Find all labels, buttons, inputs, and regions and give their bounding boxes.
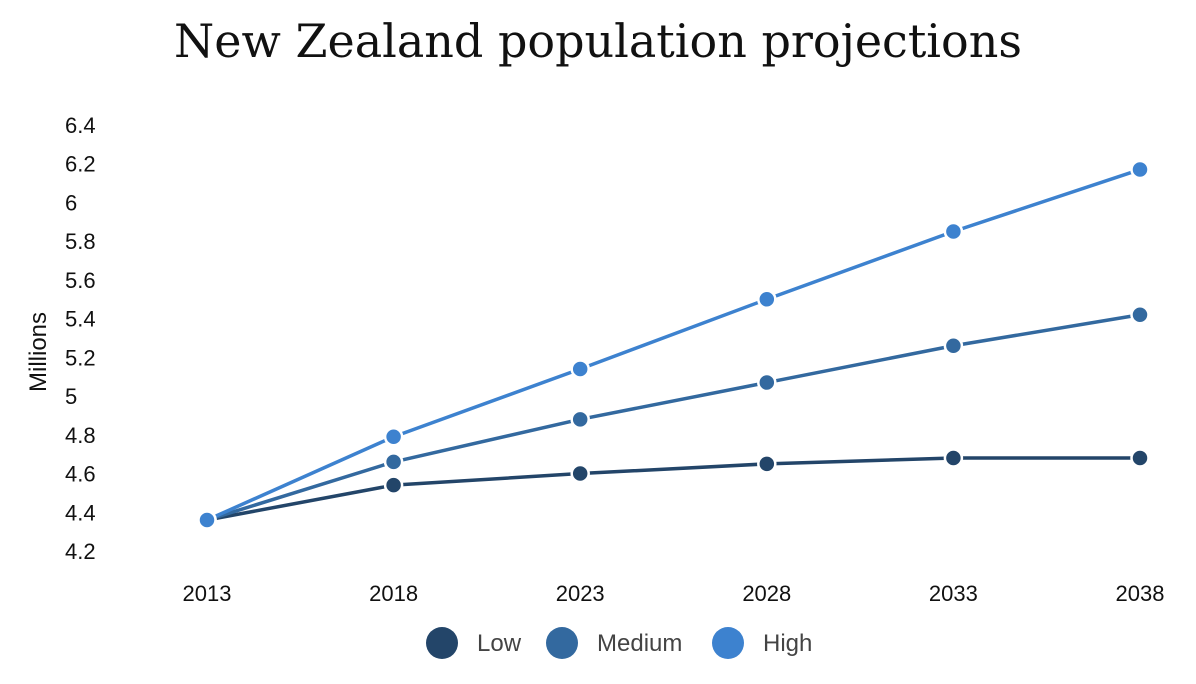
series-points	[197, 159, 1150, 530]
x-tick-label: 2023	[556, 581, 605, 606]
y-tick-label: 5.2	[65, 345, 96, 370]
data-point-high[interactable]	[570, 359, 590, 379]
series-lines	[206, 167, 1141, 522]
y-tick-label: 5.6	[65, 268, 96, 293]
legend-swatch	[426, 627, 458, 659]
y-tick-label: 4.8	[65, 423, 96, 448]
data-point-low[interactable]	[943, 448, 964, 468]
x-tick-label: 2013	[183, 581, 232, 606]
data-point-high[interactable]	[757, 289, 777, 310]
data-point-high[interactable]	[1130, 159, 1150, 180]
x-tick-label: 2033	[929, 581, 978, 606]
data-point-medium[interactable]	[383, 452, 404, 472]
data-point-medium[interactable]	[757, 372, 777, 393]
y-tick-label: 6.4	[65, 113, 96, 138]
data-point-medium[interactable]	[1130, 305, 1150, 325]
data-point-low[interactable]	[570, 463, 590, 484]
data-point-high[interactable]	[383, 427, 404, 447]
data-point-medium[interactable]	[943, 335, 964, 356]
legend-swatch	[546, 627, 578, 659]
data-point-low[interactable]	[1130, 448, 1150, 468]
series-line-medium	[206, 313, 1141, 522]
y-tick-label: 4.6	[65, 462, 96, 487]
legend-label: High	[763, 630, 812, 657]
data-point-low[interactable]	[383, 475, 404, 495]
x-tick-label: 2028	[742, 581, 791, 606]
data-point-high[interactable]	[943, 221, 964, 242]
series-line-low	[206, 456, 1140, 522]
y-axis-title: Millions	[25, 312, 52, 392]
x-tick-label: 2018	[369, 581, 418, 606]
y-tick-label: 5.4	[65, 307, 96, 332]
y-tick-label: 4.4	[65, 500, 96, 525]
y-tick-label: 5.8	[65, 229, 96, 254]
y-tick-label: 4.2	[65, 539, 96, 564]
y-axis-ticks: 4.2 4.4 4.6 4.8 5 5.2 5.4 5.6 5.8 6 6.2 6.4	[65, 113, 96, 564]
legend-item-medium[interactable]: Medium	[546, 627, 682, 659]
x-axis-ticks: 2013 2018 2023 2028 2033 2038	[183, 581, 1165, 606]
legend-swatch	[712, 627, 744, 659]
legend-label: Medium	[597, 630, 682, 657]
legend-item-low[interactable]: Low	[426, 627, 522, 659]
data-point-high[interactable]	[197, 510, 217, 530]
series-line-high	[206, 167, 1141, 522]
y-tick-label: 6.2	[65, 152, 96, 177]
x-tick-label: 2038	[1116, 581, 1165, 606]
data-point-medium[interactable]	[570, 409, 590, 430]
data-point-low[interactable]	[757, 454, 777, 474]
y-tick-label: 6	[65, 190, 77, 215]
y-tick-label: 5	[65, 384, 77, 409]
chart-title: New Zealand population projections	[174, 14, 1022, 68]
legend: Low Medium High	[426, 627, 812, 659]
legend-item-high[interactable]: High	[712, 627, 812, 659]
legend-label: Low	[477, 630, 522, 657]
